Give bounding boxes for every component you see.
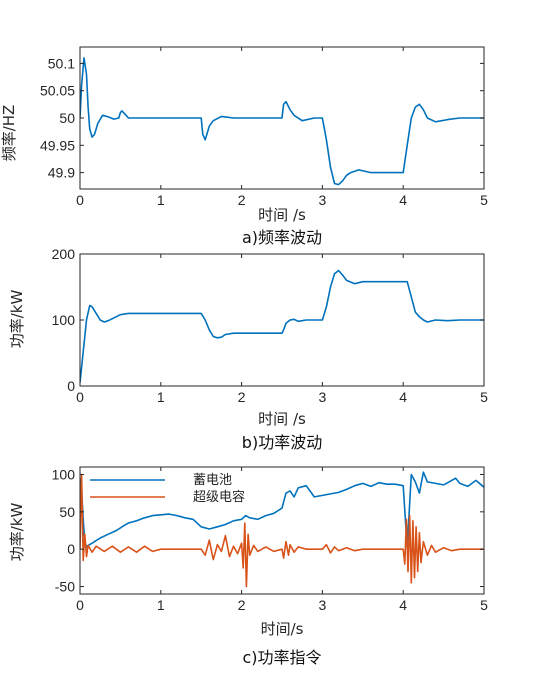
x-tick-label: 4 [399, 192, 407, 208]
legend-label: 超级电容 [193, 489, 245, 505]
chart-panel-frequency: 频率/HZ 时间 /s a)频率波动 0 1 2 3 4 5 49.9 49.95 50 50.0… [0, 46, 488, 247]
x-tick-label: 2 [238, 389, 246, 405]
y-tick-label: 50.1 [48, 55, 75, 71]
y-tick-label: 49.95 [40, 137, 75, 153]
y-tick-label: 50 [59, 504, 75, 520]
series-line-1 [80, 471, 484, 549]
y-tick-label: 50 [59, 110, 75, 126]
x-axis-label: 时间 /s [258, 410, 306, 428]
y-tick-label: 50.05 [40, 83, 75, 99]
x-tick-label: 0 [76, 192, 84, 208]
x-axis-label: 时间/s [261, 620, 304, 638]
x-axis-label: 时间 /s [258, 206, 306, 224]
y-tick-label: 0 [67, 378, 75, 394]
x-tick-label: 1 [157, 389, 165, 405]
x-tick-label: 4 [399, 389, 407, 405]
chart-caption: c)功率指令 [242, 648, 321, 667]
y-tick-label: 200 [52, 246, 76, 262]
series-line-2 [80, 473, 484, 588]
y-axis-label: 功率/kW [8, 290, 26, 349]
x-tick-label: 0 [76, 389, 84, 405]
y-tick-label: 100 [52, 466, 76, 482]
series-line-1 [80, 269, 484, 383]
y-axis-label: 功率/kW [8, 503, 26, 562]
x-tick-label: 5 [480, 192, 488, 208]
x-tick-label: 1 [157, 192, 165, 208]
y-tick-label: 100 [52, 312, 76, 328]
x-tick-label: 5 [480, 597, 488, 613]
x-tick-label: 2 [238, 597, 246, 613]
y-axis-label: 频率/HZ [0, 105, 18, 162]
chart-panel-power: 功率/kW 时间 /s b)功率波动 0 1 2 3 4 5 0 100 200 [8, 246, 488, 452]
x-tick-label: 3 [319, 597, 327, 613]
x-tick-label: 3 [319, 389, 327, 405]
series-line-1 [80, 57, 484, 186]
y-tick-label: 0 [67, 541, 75, 557]
x-tick-label: 4 [399, 597, 407, 613]
y-tick-label: 49.9 [48, 165, 75, 181]
x-tick-label: 5 [480, 389, 488, 405]
x-tick-label: 3 [319, 192, 327, 208]
y-tick-label: -50 [55, 579, 75, 595]
plot-frame [79, 466, 485, 595]
x-tick-label: 1 [157, 597, 165, 613]
x-tick-label: 2 [238, 192, 246, 208]
legend-label: 蓄电池 [193, 473, 232, 488]
chart-caption: a)频率波动 [242, 228, 322, 247]
x-tick-label: 0 [76, 597, 84, 613]
chart-caption: b)功率波动 [242, 433, 322, 452]
